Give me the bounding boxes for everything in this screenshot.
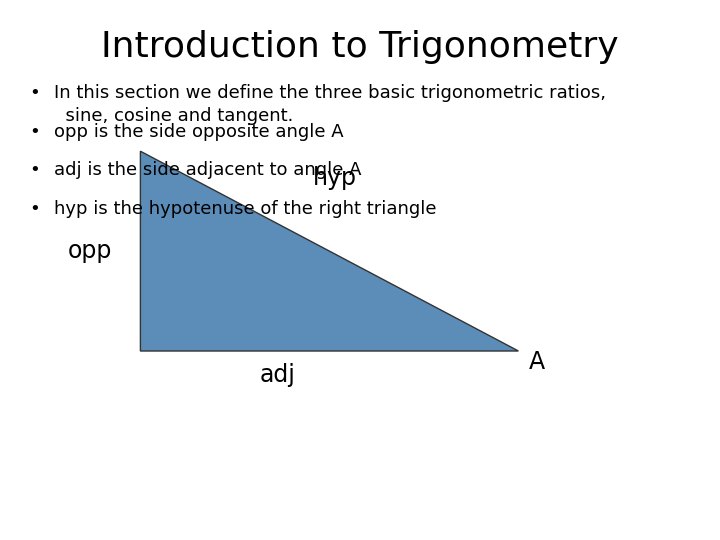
Polygon shape — [140, 151, 518, 351]
Text: adj is the side adjacent to angle A: adj is the side adjacent to angle A — [54, 161, 361, 179]
Text: hyp: hyp — [313, 166, 357, 190]
Text: opp: opp — [68, 239, 112, 263]
Text: Introduction to Trigonometry: Introduction to Trigonometry — [102, 30, 618, 64]
Text: •: • — [29, 84, 40, 102]
Text: •: • — [29, 123, 40, 140]
Text: opp is the side opposite angle A: opp is the side opposite angle A — [54, 123, 343, 140]
Text: hyp is the hypotenuse of the right triangle: hyp is the hypotenuse of the right trian… — [54, 200, 436, 218]
Text: •: • — [29, 161, 40, 179]
Text: A: A — [529, 350, 545, 374]
Text: In this section we define the three basic trigonometric ratios,
  sine, cosine a: In this section we define the three basi… — [54, 84, 606, 125]
Text: adj: adj — [259, 363, 295, 387]
Text: •: • — [29, 200, 40, 218]
